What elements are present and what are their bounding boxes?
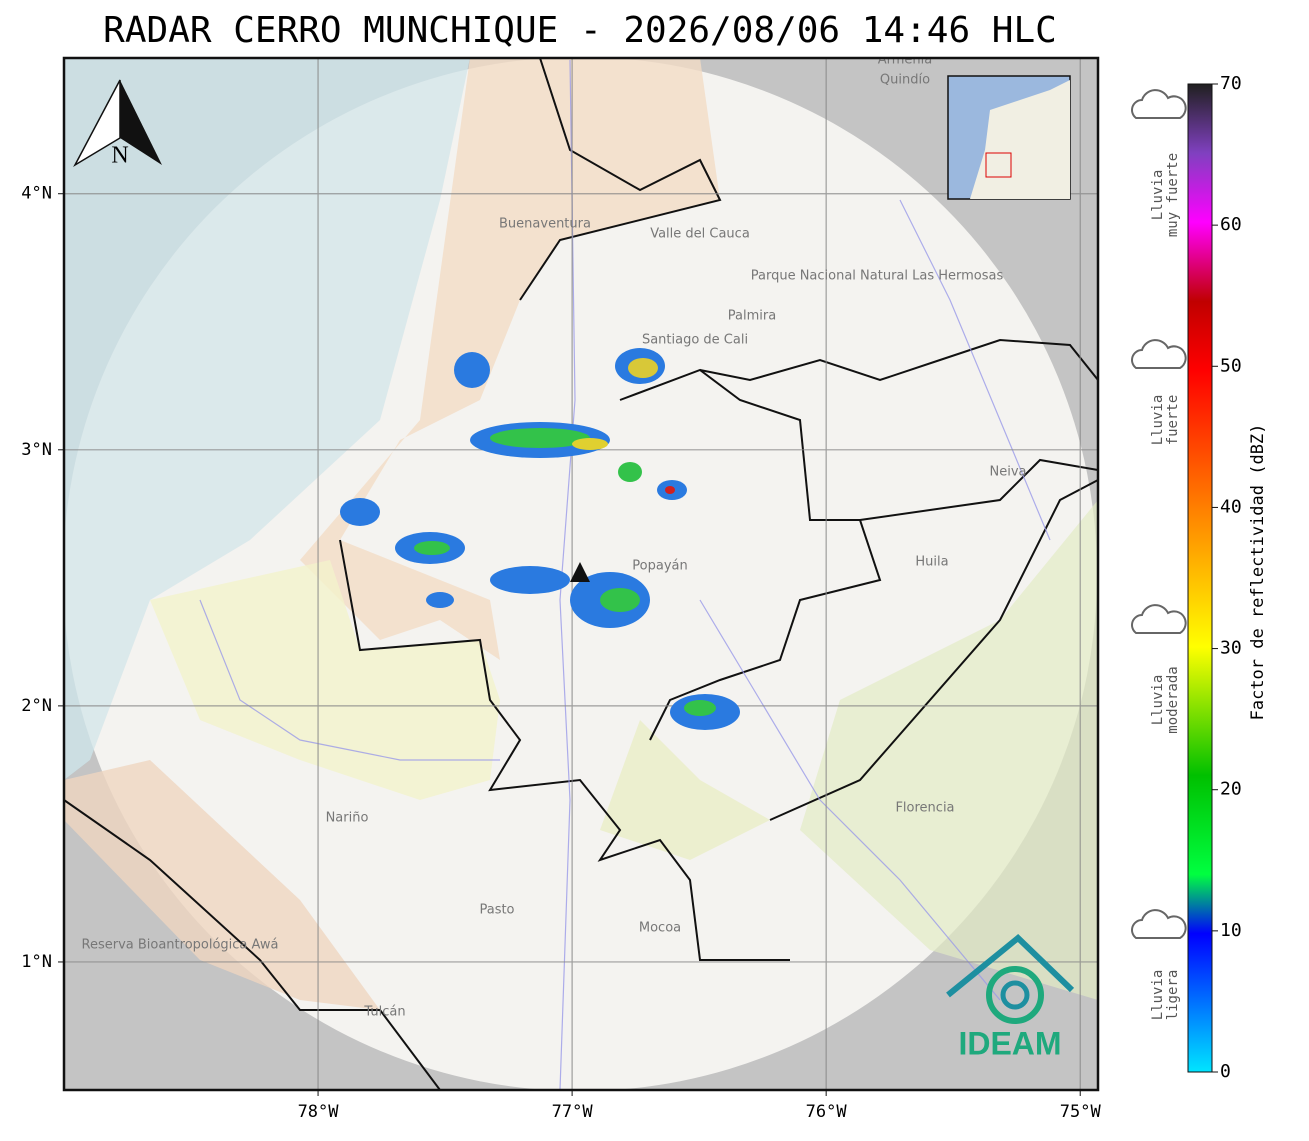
colorbar-tick-label: 40	[1220, 496, 1242, 517]
x-tick-label: 75°W	[1060, 1102, 1102, 1122]
colorbar-tick-label: 20	[1220, 779, 1242, 800]
place-label: Palmira	[728, 309, 776, 324]
legend-label: fuerte	[1165, 395, 1181, 446]
y-tick-label: 2°N	[21, 696, 52, 716]
place-label: Buenaventura	[499, 217, 591, 232]
y-tick-label: 4°N	[21, 184, 52, 204]
colorbar-tick-label: 60	[1220, 214, 1242, 235]
legend-label: Lluvia	[1150, 395, 1166, 446]
legend-label: muy fuerte	[1165, 153, 1181, 237]
y-tick-label: 1°N	[21, 952, 52, 972]
place-label: Huila	[915, 555, 948, 570]
legend-label: moderada	[1165, 666, 1181, 733]
weather-icon	[1131, 909, 1187, 939]
colorbar-tick-label: 10	[1220, 920, 1242, 941]
y-tick-label: 3°N	[21, 440, 52, 460]
colorbar-tick-label: 70	[1220, 73, 1242, 94]
colorbar-tick-label: 0	[1220, 1061, 1231, 1082]
inset-map	[947, 75, 1071, 200]
place-label: Armenia	[878, 53, 933, 68]
colorbar-tick-label: 50	[1220, 355, 1242, 376]
colorbar	[1187, 83, 1213, 1073]
legend-label: ligera	[1165, 970, 1181, 1021]
map-frame	[62, 56, 1100, 1092]
legend-label: Lluvia	[1150, 170, 1166, 221]
radar-echoes	[340, 348, 740, 730]
logo-text: IDEAM	[958, 1025, 1061, 1061]
x-tick-label: 78°W	[298, 1102, 340, 1122]
legend-label: Lluvia	[1150, 675, 1166, 726]
place-label: Parque Nacional Natural Las Hermosas	[751, 269, 1004, 284]
place-label: Santiago de Cali	[642, 333, 748, 348]
place-label: Popayán	[632, 559, 687, 574]
north-label: N	[111, 143, 128, 169]
x-tick-label: 76°W	[806, 1102, 848, 1122]
map-area: N IDEAM Santiago de Cali Palmira Popayán Pa…	[64, 53, 1098, 1090]
weather-icon	[1131, 339, 1187, 369]
compass: N	[73, 79, 162, 169]
place-label: Pasto	[479, 903, 514, 918]
ideam-logo: IDEAM	[946, 933, 1075, 1061]
colorbar-tick-label: 30	[1220, 638, 1242, 659]
colorbar-label: Factor de reflectividad (dBZ)	[1248, 424, 1268, 721]
place-label: Quindío	[880, 73, 930, 88]
place-label: Valle del Cauca	[650, 227, 750, 242]
place-label: Tulcán	[363, 1005, 405, 1020]
place-label: Neiva	[990, 465, 1027, 480]
place-label: Nariño	[326, 811, 369, 826]
x-tick-label: 77°W	[552, 1102, 594, 1122]
title: RADAR CERRO MUNCHIQUE - 2026/08/06 14:46…	[103, 10, 1057, 51]
place-label: Mocoa	[639, 921, 681, 936]
radar-site	[570, 562, 590, 582]
legend-label: Lluvia	[1150, 970, 1166, 1021]
weather-icon	[1131, 604, 1187, 634]
weather-icon	[1131, 89, 1187, 119]
place-label: Florencia	[895, 801, 954, 816]
place-label: Reserva Bioantropológica Awá	[82, 938, 279, 953]
